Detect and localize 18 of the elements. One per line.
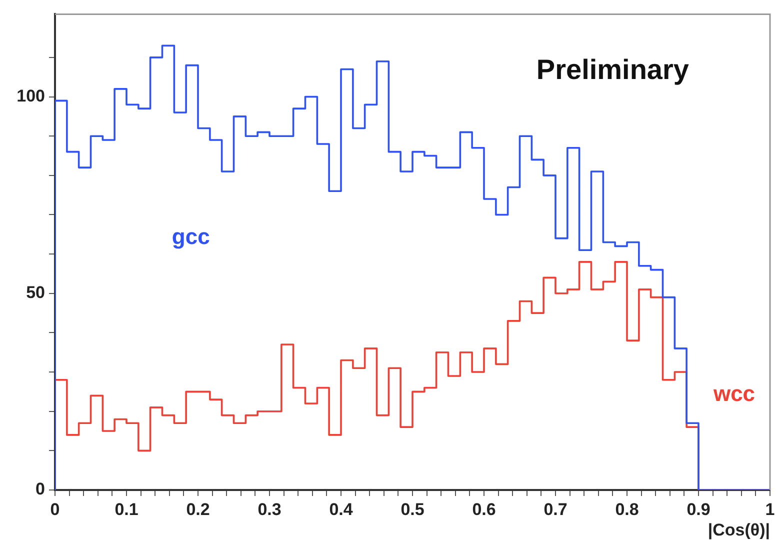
x-tick-label: 0.1 bbox=[114, 500, 138, 519]
text: gcc bbox=[172, 224, 210, 249]
x-tick-label: 0.5 bbox=[400, 500, 424, 519]
x-tick-label: 0.2 bbox=[186, 500, 210, 519]
x-tick-label: 0.6 bbox=[472, 500, 496, 519]
x-tick-label: 0.8 bbox=[615, 500, 639, 519]
x-tick-label: 0.3 bbox=[258, 500, 282, 519]
annotation: Preliminary bbox=[536, 54, 690, 86]
x-axis-title: |Cos(θ)| bbox=[708, 520, 770, 540]
x-tick-label: 0.7 bbox=[544, 500, 568, 519]
x-tick-label: 0.9 bbox=[686, 500, 710, 519]
series-label: wcc bbox=[712, 380, 756, 406]
x-tick-label: 0 bbox=[50, 500, 60, 519]
y-tick-label: 0 bbox=[36, 480, 45, 499]
y-tick-label: 50 bbox=[26, 283, 45, 302]
x-tick-label: 0.4 bbox=[329, 500, 354, 519]
x-tick-label: 1 bbox=[765, 500, 775, 519]
y-tick-label: 100 bbox=[16, 86, 45, 106]
